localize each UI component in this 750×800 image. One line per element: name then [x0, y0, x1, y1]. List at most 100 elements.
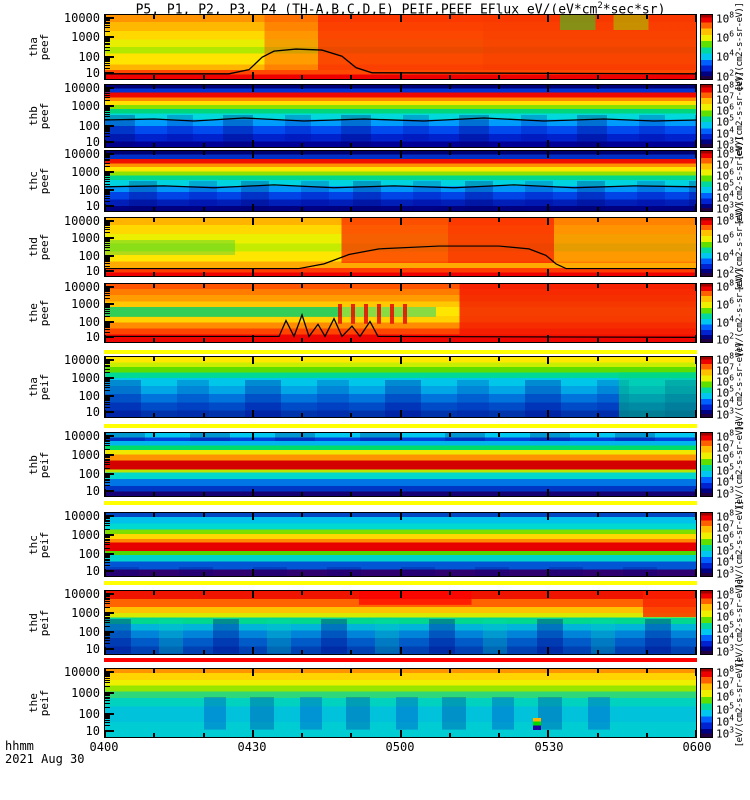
x-tick [202, 650, 205, 654]
x-tick [695, 647, 697, 654]
y-minor-tick [105, 225, 110, 227]
y-minor-tick [105, 58, 110, 60]
x-tick [301, 85, 303, 89]
y-minor-tick [105, 599, 110, 601]
y-minor-tick [105, 19, 110, 21]
x-tick [547, 218, 550, 225]
y-minor-tick [105, 448, 110, 450]
y-major-tick [105, 358, 114, 361]
y-minor-tick [105, 722, 110, 724]
colorbar-tick-label: 106 [716, 451, 735, 466]
y-minor-tick [105, 685, 110, 687]
y-minor-tick [105, 594, 110, 596]
x-tick [202, 433, 205, 437]
x-tick [399, 513, 402, 520]
colorbar-thc-peef [700, 150, 713, 212]
x-tick [350, 492, 353, 496]
x-tick [251, 513, 254, 520]
y-minor-tick [105, 263, 110, 265]
y-major-tick [105, 611, 114, 614]
y-tick-label: 100 [78, 183, 100, 198]
x-tick [645, 15, 648, 19]
panel-ylabel-line: peif [38, 451, 51, 478]
y-minor-tick [105, 521, 110, 523]
y-minor-tick [105, 20, 110, 22]
spectrogram-panel-thd-peif [104, 590, 697, 655]
y-tick-label: 1000 [71, 297, 100, 311]
x-tick [547, 730, 550, 737]
x-tick [596, 513, 599, 517]
y-minor-tick [105, 106, 110, 108]
y-minor-tick [105, 227, 110, 229]
y-minor-tick [105, 172, 110, 174]
x-tick [695, 269, 697, 276]
y-minor-tick [105, 477, 110, 479]
x-tick [251, 357, 254, 364]
y-major-tick [105, 36, 114, 39]
colorbar-exponent: 5 [729, 620, 735, 630]
colorbar-tha-peef [700, 14, 713, 80]
y-tick-label: 10000 [63, 213, 100, 228]
colorbar-tick-label: 104 [716, 474, 735, 489]
x-tick [153, 15, 156, 19]
x-tick [104, 140, 106, 147]
x-tick [645, 591, 648, 595]
y-minor-tick [105, 127, 110, 129]
x-tick [104, 730, 106, 737]
y-minor-tick [105, 91, 110, 93]
x-tick [301, 272, 303, 276]
y-minor-tick [105, 436, 110, 438]
x-tick [547, 140, 550, 147]
x-tick [153, 151, 156, 155]
separator-line-after-thd-peif [104, 658, 697, 662]
colorbar-exponent: 8 [729, 213, 735, 223]
x-tick [596, 591, 599, 595]
y-major-tick [105, 671, 114, 674]
x-tick [498, 75, 500, 79]
colorbar-exponent: 7 [729, 597, 735, 607]
y-major-tick [105, 336, 114, 338]
y-minor-tick [105, 537, 110, 539]
y-minor-tick [105, 94, 110, 96]
colorbar-tick-label: 105 [716, 701, 735, 717]
y-minor-tick [105, 154, 110, 156]
y-minor-tick [105, 406, 110, 408]
y-tick-label: 100 [78, 706, 100, 721]
x-tick [350, 357, 353, 361]
x-tick [202, 151, 205, 155]
y-minor-tick [105, 107, 110, 109]
x-tick [104, 218, 106, 225]
y-minor-tick [105, 46, 110, 48]
x-tick [448, 85, 451, 89]
y-minor-tick [105, 180, 110, 182]
x-tick [596, 433, 599, 437]
x-tick [448, 591, 451, 595]
y-major-tick [105, 170, 114, 173]
colorbar-exponent: 3 [729, 726, 735, 736]
x-tick [202, 513, 205, 517]
colorbar-exponent: 6 [729, 451, 735, 461]
y-minor-tick [105, 89, 110, 91]
y-minor-tick [105, 381, 110, 383]
y-minor-tick [105, 458, 110, 460]
y-minor-tick [105, 565, 110, 567]
y-minor-tick [105, 39, 110, 41]
separator-line-after-thc-peif [104, 581, 697, 585]
y-minor-tick [105, 131, 110, 133]
y-tick-label: 10 [85, 563, 100, 578]
colorbar-tick-label: 107 [716, 157, 735, 172]
y-minor-tick [105, 725, 110, 727]
x-tick [399, 647, 402, 654]
y-minor-tick [105, 37, 110, 39]
y-minor-tick [105, 293, 110, 295]
y-minor-tick [105, 557, 110, 559]
y-minor-tick [105, 223, 110, 225]
y-minor-tick [105, 462, 110, 463]
y-major-tick [105, 204, 114, 207]
y-minor-tick [105, 635, 110, 637]
colorbar-the-peif [700, 668, 713, 738]
x-tick [645, 572, 648, 576]
x-tick [596, 143, 599, 147]
colorbar-exponent: 6 [729, 296, 735, 306]
y-tick-label: 10000 [63, 352, 100, 367]
